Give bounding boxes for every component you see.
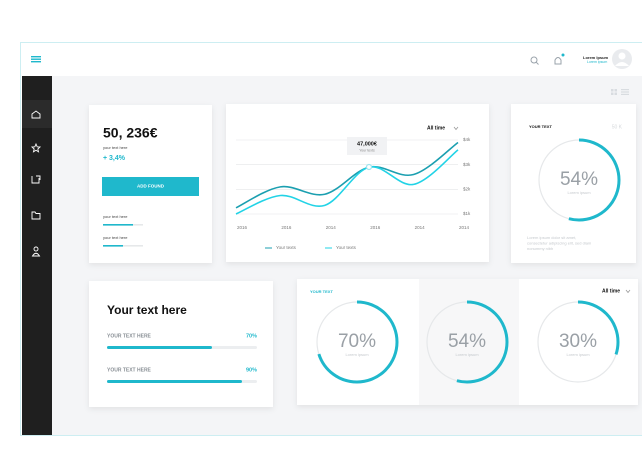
rings-card-highlight <box>419 279 519 405</box>
item-label: your text here <box>103 235 128 240</box>
ring-arc <box>425 300 509 384</box>
add-found-button[interactable] <box>102 177 199 196</box>
annotation-value: 47,000€ <box>357 141 377 147</box>
progress-label: YOUR TEXT HERE <box>107 367 152 373</box>
ring-label: 54% <box>560 169 598 190</box>
edit-icon[interactable] <box>31 175 41 184</box>
legend-label: Your texts <box>276 245 297 250</box>
sidebar-active <box>22 100 52 128</box>
progress-label: YOUR TEXT HERE <box>107 333 152 339</box>
balance-subtitle: your text here <box>103 145 128 150</box>
avatar[interactable] <box>612 49 632 69</box>
y-tick-label: $1k <box>463 211 471 216</box>
home-icon[interactable] <box>31 110 41 119</box>
ring-caption: Lorem ipsum <box>345 352 369 357</box>
ring-label: 54% <box>448 331 486 352</box>
y-tick-label: $4k <box>463 137 471 142</box>
progress-bar <box>107 380 242 383</box>
y-tick-label: $3k <box>463 162 471 167</box>
stat-card <box>511 104 636 263</box>
dropdown-arrow[interactable] <box>625 289 631 294</box>
ring-label: 30% <box>559 331 597 352</box>
chart-card <box>226 104 489 262</box>
series-line <box>235 141 459 209</box>
progress-bar <box>107 346 212 349</box>
annotation-marker <box>365 163 373 171</box>
progress-title: Your text here <box>107 303 187 317</box>
item-bar <box>103 224 133 226</box>
ring-arc <box>537 138 621 222</box>
button-label: ADD FOUND <box>137 184 165 189</box>
menu-button[interactable] <box>31 56 41 63</box>
x-tick-label: 2016 <box>370 225 381 230</box>
stat-title: YOUR TEXT <box>529 124 552 129</box>
view-toggle[interactable] <box>611 89 629 95</box>
rings-filter[interactable]: All time <box>602 288 620 294</box>
star-icon[interactable] <box>30 142 42 153</box>
balance-amount: 50, 236€ <box>103 125 158 141</box>
legend-label: Your texts <box>336 245 357 250</box>
ring-arc <box>315 300 399 384</box>
item-label: your text here <box>103 214 128 219</box>
progress-value: 70% <box>246 333 257 339</box>
user-name: Lorem Ipsum <box>583 55 609 60</box>
rings-title: YOUR TEXT <box>310 289 333 294</box>
annotation-label: Your texts <box>359 148 375 152</box>
progress-card <box>89 281 273 407</box>
folder-icon[interactable] <box>31 211 41 220</box>
user-icon[interactable] <box>31 246 41 257</box>
annotation-box <box>347 137 387 155</box>
x-tick-label: 2016 <box>281 225 292 230</box>
stat-description: nonummy nibh <box>527 246 553 251</box>
dropdown-arrow[interactable] <box>453 126 459 131</box>
stat-description: Lorem ipsum dolor sit amet, <box>527 235 576 240</box>
y-tick-label: $2k <box>463 187 471 192</box>
ring-arc <box>536 300 620 384</box>
item-bar <box>103 245 123 247</box>
ring-label: 70% <box>338 331 376 352</box>
progress-value: 90% <box>246 367 257 373</box>
stat-badge: 50 K <box>612 124 623 130</box>
user-role: Lorem ipsum <box>587 60 607 64</box>
balance-change: + 3,4% <box>103 155 126 162</box>
ring-caption: Lorem ipsum <box>455 352 479 357</box>
x-tick-label: 2016 <box>237 225 248 230</box>
chart-filter[interactable]: All time <box>427 125 445 131</box>
notification-icon[interactable] <box>554 53 565 65</box>
x-tick-label: 2014 <box>326 225 337 230</box>
series-line <box>235 149 459 215</box>
search-icon[interactable] <box>530 56 539 65</box>
stat-description: consectetur adipiscing elit, sed diam <box>527 241 592 246</box>
x-tick-label: 2014 <box>459 225 470 230</box>
sidebar <box>22 76 52 435</box>
ring-caption: Lorem ipsum <box>566 352 590 357</box>
ring-caption: Lorem ipsum <box>567 190 591 195</box>
x-tick-label: 2014 <box>415 225 426 230</box>
